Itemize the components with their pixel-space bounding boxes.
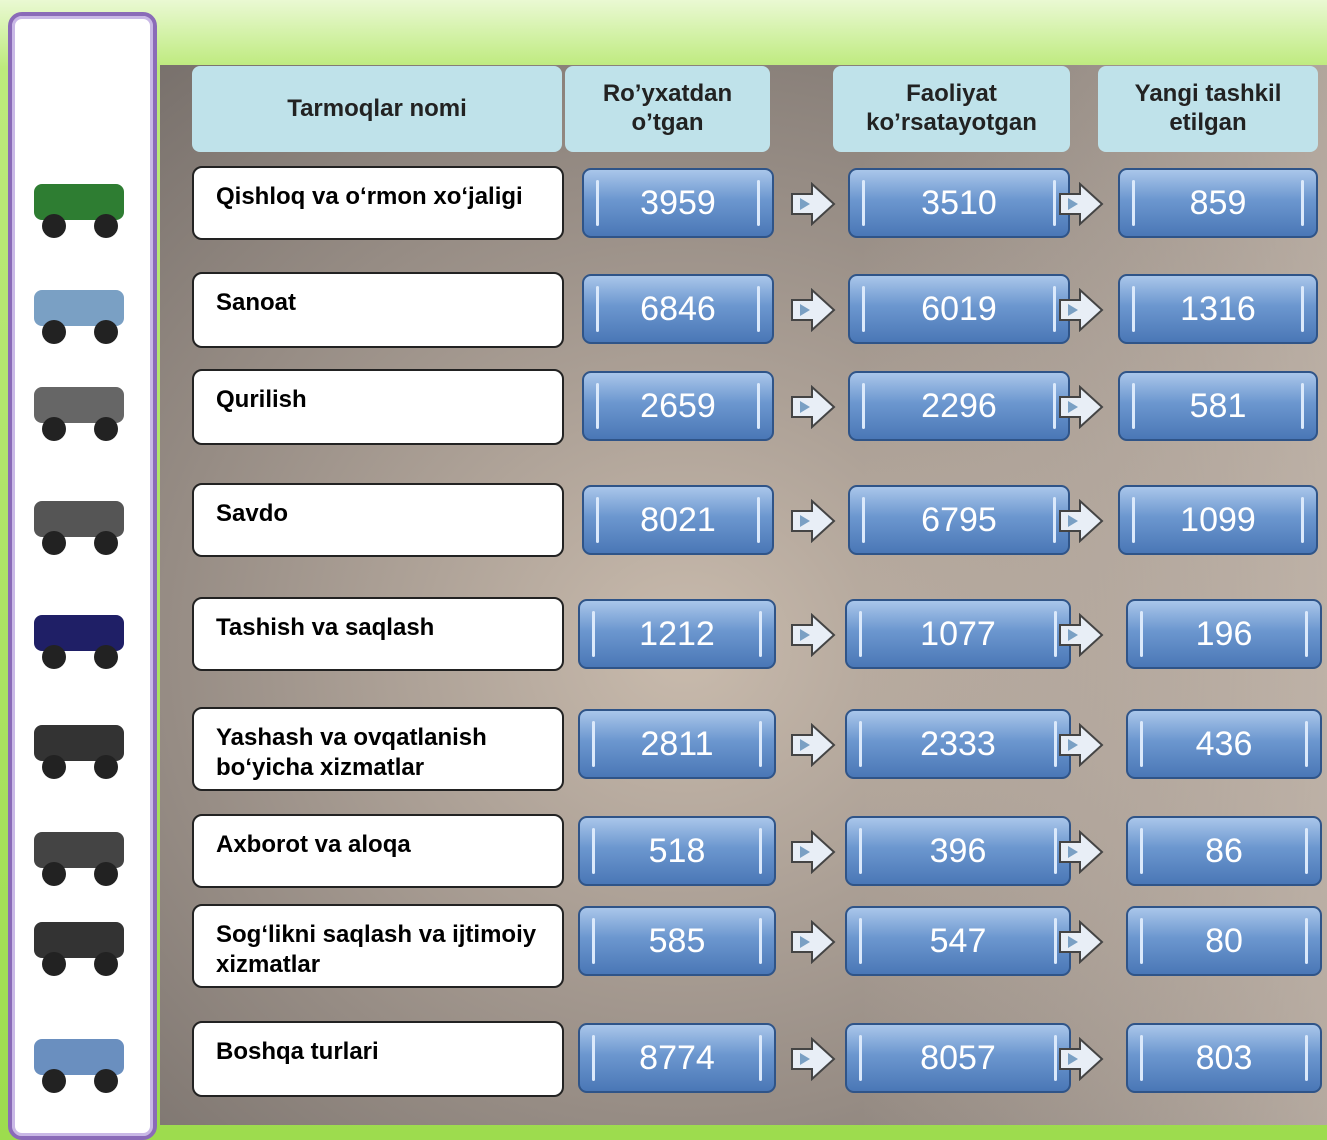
arrow-shape [1059, 612, 1104, 658]
value-box: 8021 [582, 485, 774, 555]
arrow-icon [790, 722, 836, 772]
arrow-shape [791, 1036, 836, 1082]
icon-shape [34, 832, 124, 886]
row-name: Sog‘likni saqlash va ijtimoiy xizmatlar [192, 904, 564, 988]
arrow-shape [1059, 287, 1104, 333]
arrow-shape [1059, 1036, 1104, 1082]
arrow-shape [791, 829, 836, 875]
arrow-shape [791, 498, 836, 544]
sector-icon [24, 822, 134, 893]
value-box: 396 [845, 816, 1071, 886]
arrow-shape [791, 919, 836, 965]
arrow-icon [1058, 829, 1104, 879]
icon-shape [34, 290, 124, 344]
row-name: Tashish va saqlash [192, 597, 564, 671]
icon-shape [34, 615, 124, 669]
header-cell: Yangi tashkil etilgan [1098, 66, 1318, 152]
value-box: 581 [1118, 371, 1318, 441]
arrow-shape [791, 612, 836, 658]
arrow-icon [790, 384, 836, 434]
value-box: 80 [1126, 906, 1322, 976]
value-box: 585 [578, 906, 776, 976]
row-name: Boshqa turlari [192, 1021, 564, 1097]
sector-icon [24, 715, 134, 786]
arrow-shape [791, 384, 836, 430]
arrow-icon [1058, 498, 1104, 548]
icon-shape [34, 387, 124, 441]
row-name: Sanoat [192, 272, 564, 348]
sector-icon [24, 491, 134, 562]
sector-icon [24, 1029, 134, 1100]
arrow-icon [790, 1036, 836, 1086]
value-box: 8774 [578, 1023, 776, 1093]
value-box: 3959 [582, 168, 774, 238]
value-box: 2333 [845, 709, 1071, 779]
arrow-icon [1058, 181, 1104, 231]
value-box: 8057 [845, 1023, 1071, 1093]
sector-icon [24, 912, 134, 983]
arrow-icon [790, 181, 836, 231]
header-cell: Ro’yxatdan o’tgan [565, 66, 770, 152]
value-box: 6019 [848, 274, 1070, 344]
value-box: 2296 [848, 371, 1070, 441]
sector-icon [24, 377, 134, 448]
header-cell: Tarmoqlar nomi [192, 66, 562, 152]
value-box: 436 [1126, 709, 1322, 779]
sector-icon [24, 174, 134, 245]
arrow-shape [791, 722, 836, 768]
row-name: Axborot va aloqa [192, 814, 564, 888]
value-box: 1077 [845, 599, 1071, 669]
arrow-shape [1059, 829, 1104, 875]
arrow-icon [1058, 919, 1104, 969]
arrow-shape [1059, 181, 1104, 227]
arrow-icon [1058, 1036, 1104, 1086]
value-box: 6795 [848, 485, 1070, 555]
icon-shape [34, 184, 124, 238]
value-box: 3510 [848, 168, 1070, 238]
value-box: 196 [1126, 599, 1322, 669]
value-box: 547 [845, 906, 1071, 976]
arrow-shape [791, 181, 836, 227]
arrow-icon [790, 612, 836, 662]
arrow-icon [1058, 287, 1104, 337]
arrow-shape [1059, 498, 1104, 544]
header-cell: Faoliyat ko’rsatayotgan [833, 66, 1070, 152]
arrow-icon [790, 919, 836, 969]
sector-icon [24, 605, 134, 676]
value-box: 1212 [578, 599, 776, 669]
value-box: 803 [1126, 1023, 1322, 1093]
arrow-icon [1058, 722, 1104, 772]
value-box: 6846 [582, 274, 774, 344]
value-box: 2659 [582, 371, 774, 441]
icon-shape [34, 922, 124, 976]
value-box: 1099 [1118, 485, 1318, 555]
value-box: 518 [578, 816, 776, 886]
arrow-shape [791, 287, 836, 333]
sector-icon [24, 280, 134, 351]
value-box: 859 [1118, 168, 1318, 238]
value-box: 1316 [1118, 274, 1318, 344]
arrow-icon [1058, 384, 1104, 434]
row-name: Qurilish [192, 369, 564, 445]
value-box: 86 [1126, 816, 1322, 886]
row-name: Savdo [192, 483, 564, 557]
arrow-icon [790, 287, 836, 337]
arrow-icon [790, 498, 836, 548]
row-name: Qishloq va o‘rmon xo‘jaligi [192, 166, 564, 240]
arrow-icon [1058, 612, 1104, 662]
icon-shape [34, 725, 124, 779]
arrow-shape [1059, 384, 1104, 430]
icon-shape [34, 1039, 124, 1093]
row-name: Yashash va ovqatlanish bo‘yicha xizmatla… [192, 707, 564, 791]
arrow-shape [1059, 919, 1104, 965]
icon-shape [34, 501, 124, 555]
arrow-shape [1059, 722, 1104, 768]
value-box: 2811 [578, 709, 776, 779]
arrow-icon [790, 829, 836, 879]
